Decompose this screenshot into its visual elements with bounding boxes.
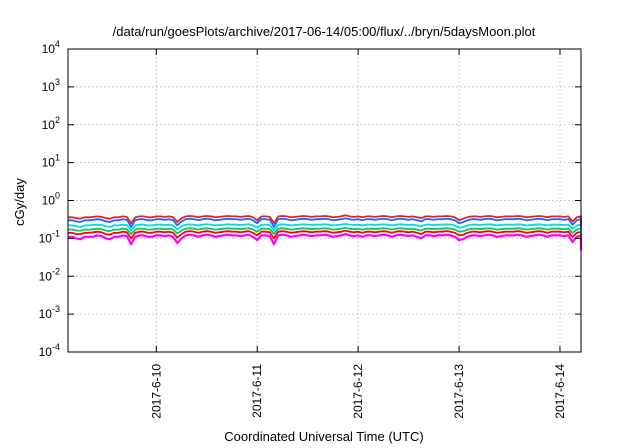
x-tick-label: 2017-6-14 (553, 364, 567, 419)
y-tick-exponent: -4 (52, 342, 60, 352)
y-tick-base: 10 (39, 269, 53, 283)
y-tick-label: 102 (42, 115, 60, 132)
y-tick-exponent: 3 (55, 77, 60, 87)
y-tick-exponent: 1 (55, 153, 60, 163)
y-tick-exponent: 4 (55, 39, 60, 49)
y-tick-base: 10 (39, 307, 53, 321)
x-axis-label: Coordinated Universal Time (UTC) (224, 429, 423, 444)
y-tick-base: 10 (42, 156, 56, 170)
y-tick-label: 10-3 (39, 304, 60, 321)
y-tick-exponent: -3 (52, 304, 60, 314)
y-tick-base: 10 (39, 345, 53, 359)
series-layer (68, 214, 583, 251)
y-tick-exponent: -1 (52, 228, 60, 238)
x-tick-label: 2017-6-10 (149, 364, 163, 419)
y-tick-exponent: -2 (52, 266, 60, 276)
x-tick-label: 2017-6-13 (452, 364, 466, 419)
y-tick-label: 10-4 (39, 342, 60, 359)
y-tick-label: 10-1 (39, 228, 60, 245)
y-tick-label: 103 (42, 77, 60, 94)
y-tick-label: 100 (42, 191, 60, 208)
y-tick-base: 10 (42, 118, 56, 132)
y-tick-label: 101 (42, 153, 60, 170)
y-tick-exponent: 2 (55, 115, 60, 125)
y-tick-label: 10-2 (39, 266, 60, 283)
chart-title: /data/run/goesPlots/archive/2017-06-14/0… (113, 24, 536, 39)
y-tick-base: 10 (42, 80, 56, 94)
x-tick-label: 2017-6-11 (250, 364, 264, 418)
y-tick-base: 10 (39, 231, 53, 245)
y-tick-exponent: 0 (55, 191, 60, 201)
y-tick-base: 10 (42, 194, 56, 208)
grid-layer (68, 49, 581, 352)
x-tick-label: 2017-6-12 (351, 364, 365, 419)
y-tick-label: 104 (42, 39, 60, 56)
series-line-1 (68, 233, 583, 251)
y-tick-base: 10 (42, 42, 56, 56)
x-tick-layer: 2017-6-10 2017-6-11 2017-6-12 2017-6-13 2017… (149, 49, 567, 419)
y-axis-label: cGy/day (12, 178, 27, 226)
